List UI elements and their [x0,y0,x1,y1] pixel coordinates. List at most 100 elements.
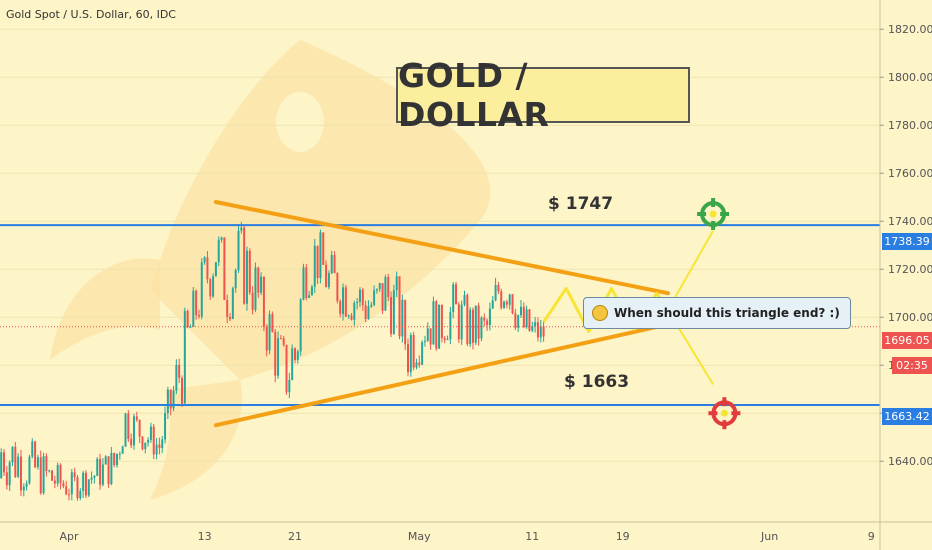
candle-body [39,457,42,494]
candle-body [265,327,268,351]
x-tick-label: 13 [198,530,212,543]
candle-body [135,416,138,420]
callout-bubble: When should this triangle end? :) [583,297,851,329]
candle-body [370,304,373,307]
candle-body [452,284,455,312]
candle-body [158,444,161,449]
candle-body [412,334,415,368]
candle-body [17,456,20,477]
candle-body [432,301,435,345]
candle-body [347,315,350,317]
candle-body [342,287,345,314]
candle-body [65,486,68,495]
candle-body [28,456,31,484]
candle-body [84,472,87,496]
candle-body [511,294,514,314]
candle-body [367,306,370,319]
candle-body [189,326,192,328]
candle-body [443,337,446,340]
candle-body [542,326,545,337]
candle-body [375,289,378,291]
candle-body [226,299,229,318]
candle-body [333,254,336,274]
candle-body [339,301,342,314]
candle-body [127,413,130,439]
candle-body [8,462,11,486]
candle-body [53,480,56,484]
rocket-fin-left [50,258,160,360]
candle-body [79,490,82,499]
candle-body [181,377,183,404]
candle-body [3,452,6,473]
candle-body [76,477,79,499]
candle-body [229,317,232,320]
candle-body [308,295,311,298]
lower-target-icon [708,397,741,430]
candle-body [19,456,22,491]
candle-body [282,338,285,345]
candle-body [418,362,421,365]
candle-body [539,326,542,338]
candle-body [336,273,339,302]
candle-body [231,288,234,320]
candle-body [474,305,477,343]
x-tick-label: Jun [760,530,778,543]
candle-body [494,284,497,301]
candle-body [534,322,537,327]
candle-body [522,306,525,328]
candle-body [186,310,189,327]
candle-body [5,472,8,486]
headline-text: GOLD / DOLLAR [398,56,550,134]
price-tag-current: 1696.05 [882,332,932,349]
candle-body [175,364,178,391]
candle-body [206,257,209,280]
y-tick-label: 1700.00 [888,311,932,324]
candle-body [164,413,167,440]
candle-body [45,456,48,471]
y-tick-label: 1740.00 [888,215,932,228]
candle-body [520,306,522,316]
headline-box: GOLD / DOLLAR [396,56,690,134]
candle-body [31,441,34,457]
candle-body [302,267,305,300]
candle-body [483,317,486,321]
candle-body [285,344,288,393]
candle-body [327,273,330,288]
candle-body [353,302,356,320]
candle-body [288,379,291,393]
candle-body [82,472,85,491]
candle-body [528,309,531,331]
candle-body [11,446,14,463]
x-tick-label: 19 [616,530,630,543]
y-tick-label: 1820.00 [888,23,932,36]
candle-body [536,322,539,338]
candle-body [277,338,280,376]
candle-body [124,413,127,447]
candle-body [398,276,401,337]
candle-body [260,276,263,293]
candle-body [274,331,277,376]
candle-body [508,294,511,305]
candle-body [34,441,37,468]
candle-body [268,314,271,351]
candle-body [90,477,93,480]
triangle-lower-line [213,322,670,428]
candle-body [387,277,390,298]
y-tick-label: 1640.00 [888,455,932,468]
candle-body [93,475,96,478]
price-tag-resistance: 1738.39 [882,233,932,250]
candle-body [364,305,367,319]
candle-body [330,254,333,274]
candle-body [70,472,73,495]
candle-body [457,304,460,340]
candle-body [423,341,426,343]
candle-body [195,290,198,316]
candle-body [373,290,376,305]
candle-body [299,299,302,352]
candle-body [469,309,472,345]
candle-body [271,314,274,332]
candle-body [104,456,107,465]
candle-body [138,419,141,437]
candle-body [426,328,429,342]
candle-body [42,456,45,494]
